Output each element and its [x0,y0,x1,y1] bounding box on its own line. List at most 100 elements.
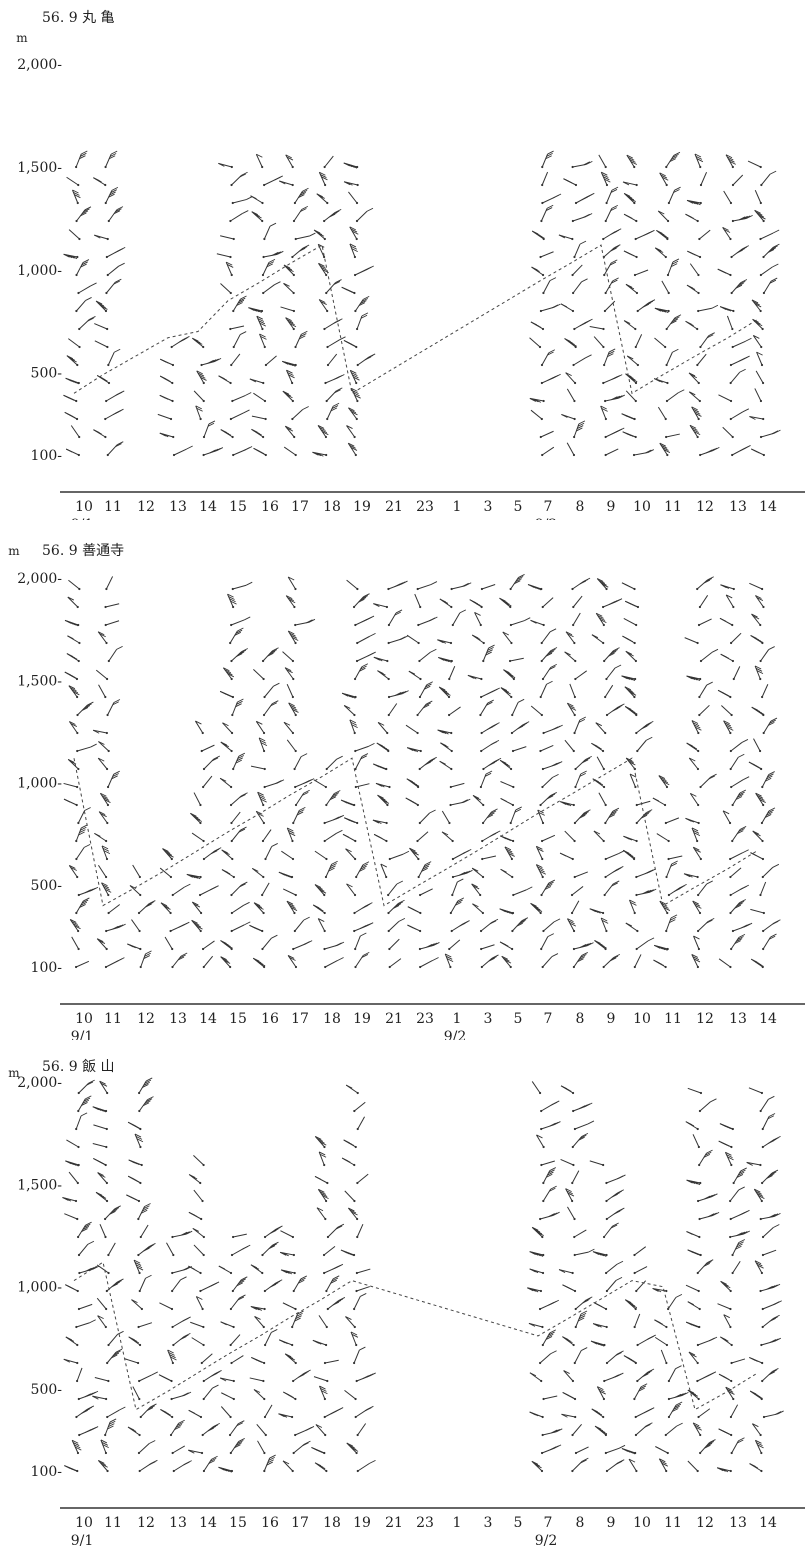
wind-barb [255,720,266,735]
wind-barb [756,351,764,367]
wind-barb [449,897,465,915]
wind-barb [417,861,432,879]
wind-barb [511,746,527,753]
wind-barb [573,809,591,825]
wind-barb [449,798,471,807]
wind-barb [291,1310,304,1329]
wind-barb [255,153,264,169]
wind-barb [572,278,588,295]
wind-barb [759,646,775,663]
wind-barb [538,1350,557,1365]
wind-barb [686,1179,702,1186]
wind-barb [261,934,278,951]
wind-barb [230,1355,244,1365]
wind-barb [541,597,554,609]
wind-barb [77,1221,92,1239]
wind-barb [749,1463,763,1473]
wind-barb [94,832,108,843]
wind-barb [604,394,626,403]
wind-barb [508,657,524,663]
wind-barb [77,1079,95,1095]
wind-barb [97,1460,109,1473]
wind-barb [202,775,213,789]
wind-barb [535,845,544,861]
wind-barb [751,299,762,313]
wind-barb-column [621,582,657,969]
wind-barb [565,1188,575,1203]
wind-barb [541,1329,557,1347]
wind-barb [249,924,264,933]
wind-barb [600,405,608,421]
wind-barb [64,671,79,681]
wind-barb [541,773,559,789]
wind-barb [313,779,327,789]
wind-barb [98,811,109,825]
wind-barb [127,1426,141,1437]
wind-barb [323,208,342,223]
wind-barb [595,612,607,627]
wind-barb [666,1293,683,1311]
wind-barb [723,720,734,735]
wind-barb [698,704,710,717]
wind-barb [450,920,470,933]
wind-barb [688,391,701,403]
wind-barb [258,737,268,753]
wind-barb [341,286,356,295]
wind-barb-column [341,162,376,457]
wind-barb [232,295,247,313]
wind-barb [68,229,81,241]
wind-barb [559,852,574,861]
wind-barb [625,600,640,609]
wind-barb [193,1189,204,1203]
wind-barb [220,1321,235,1329]
wind-barb [572,595,583,609]
wind-barb [191,901,203,915]
wind-barb [633,954,642,969]
wind-barb [692,1134,700,1149]
wind-barb [752,318,764,331]
wind-barb [540,1444,562,1455]
wind-barb [729,849,749,861]
wind-barb [602,374,623,385]
wind-barb [480,944,495,951]
wind-barb [106,699,121,717]
wind-barb [314,884,327,897]
wind-barb [97,631,108,645]
wind-barb [77,1390,99,1401]
x-tick-label: 16 [261,499,279,515]
wind-barb [195,405,203,421]
wind-barb-column [685,153,720,457]
wind-barb [97,1172,108,1185]
wind-barb [696,917,715,933]
wind-barb [529,1372,543,1383]
wind-barb [623,320,637,331]
y-tick-label: 2,000- [17,57,62,73]
wind-barb [373,833,388,843]
wind-barb [536,1134,545,1149]
wind-barb [262,700,279,717]
wind-barb-column [499,574,533,969]
wind-barb [762,919,781,933]
wind-barb [636,299,656,313]
wind-barb [479,918,499,933]
wind-barb-column [279,154,316,457]
wind-barb [202,755,221,771]
wind-barb [107,1330,124,1347]
wind-barb [229,210,249,223]
wind-barb [629,899,637,915]
wind-barb [167,1349,177,1365]
wind-barb [349,369,360,385]
wind-barb [171,1230,193,1239]
wind-barb [598,792,607,807]
wind-barb [667,1391,689,1401]
wind-barb [101,882,112,897]
wind-barb [530,619,545,627]
wind-barb [105,576,114,591]
wind-barb [356,1116,366,1131]
wind-barb [75,1319,96,1329]
wind-barb [286,684,294,699]
wind-barb [65,1284,79,1293]
wind-barb [229,792,248,807]
wind-barb [573,1248,595,1257]
wind-barb [261,1241,279,1257]
